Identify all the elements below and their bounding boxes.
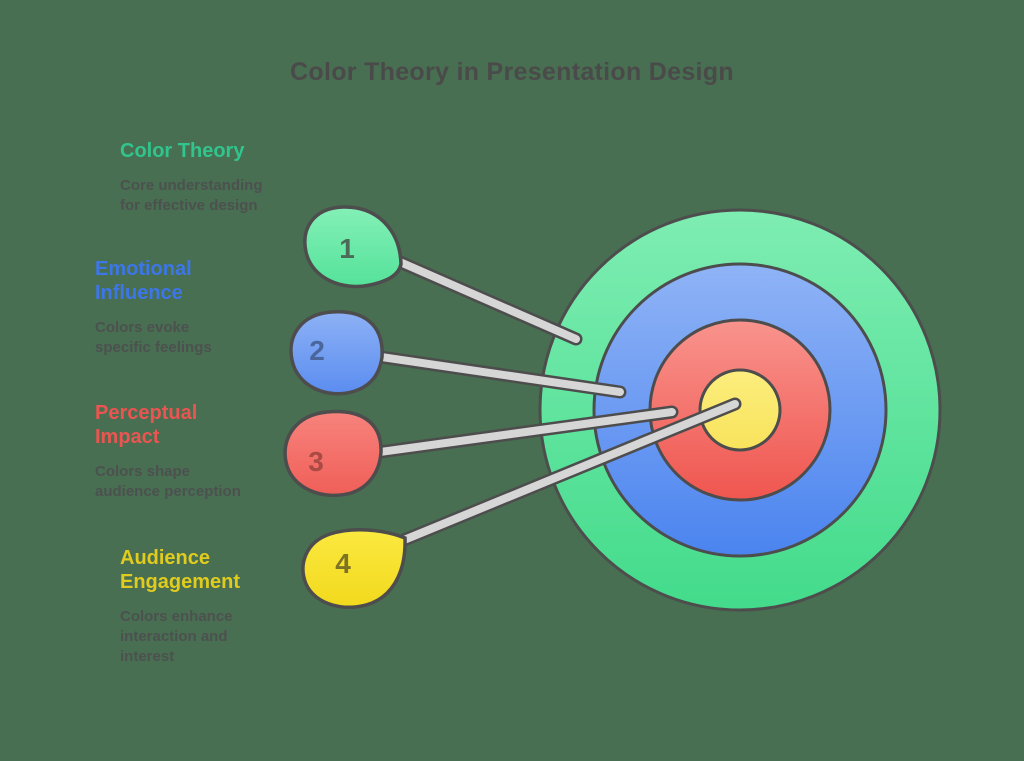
pin-line-4 [397, 397, 742, 547]
bullseye-target [538, 208, 942, 612]
pin-number-1: 1 [339, 233, 355, 264]
item-label-perceptual-impact: Perceptual Impact [95, 402, 198, 448]
pin-line-3 [373, 405, 679, 459]
item-description-audience-engagement: Colors enhance interaction and interest [120, 608, 233, 665]
item-group-emotional-influence: Emotional Influence Colors evoke specifi… [95, 257, 305, 358]
item-group-perceptual-impact: Perceptual Impact Colors shape audience … [95, 401, 305, 502]
item-group-audience-engagement: Audience Engagement Colors enhance inter… [120, 546, 330, 667]
pin-blob-1 [303, 205, 403, 289]
pin-blob-4 [301, 528, 407, 610]
pin-line-1 [393, 255, 583, 346]
item-label-color-theory: Color Theory [120, 140, 245, 162]
item-group-color-theory: Color Theory Core understanding for effe… [120, 139, 330, 216]
item-label-audience-engagement: Audience Engagement [120, 547, 241, 593]
pin-number-4: 4 [335, 548, 351, 579]
item-description-perceptual-impact: Colors shape audience perception [95, 463, 241, 500]
pin-number-3: 3 [308, 446, 324, 477]
pin-blob-2 [289, 310, 384, 396]
item-label-emotional-influence: Emotional Influence [95, 258, 192, 304]
pin-blob-3 [283, 409, 383, 498]
diagram-title: Color Theory in Presentation Design [290, 58, 734, 86]
item-description-color-theory: Core understanding for effective design [120, 177, 263, 214]
target-bullseye-yellow [698, 368, 782, 452]
pin-line-2 [374, 350, 627, 399]
pin-lines [373, 255, 742, 547]
pin-blobs [283, 205, 407, 610]
pin-number-2: 2 [309, 335, 325, 366]
item-description-emotional-influence: Colors evoke specific feelings [95, 319, 212, 356]
